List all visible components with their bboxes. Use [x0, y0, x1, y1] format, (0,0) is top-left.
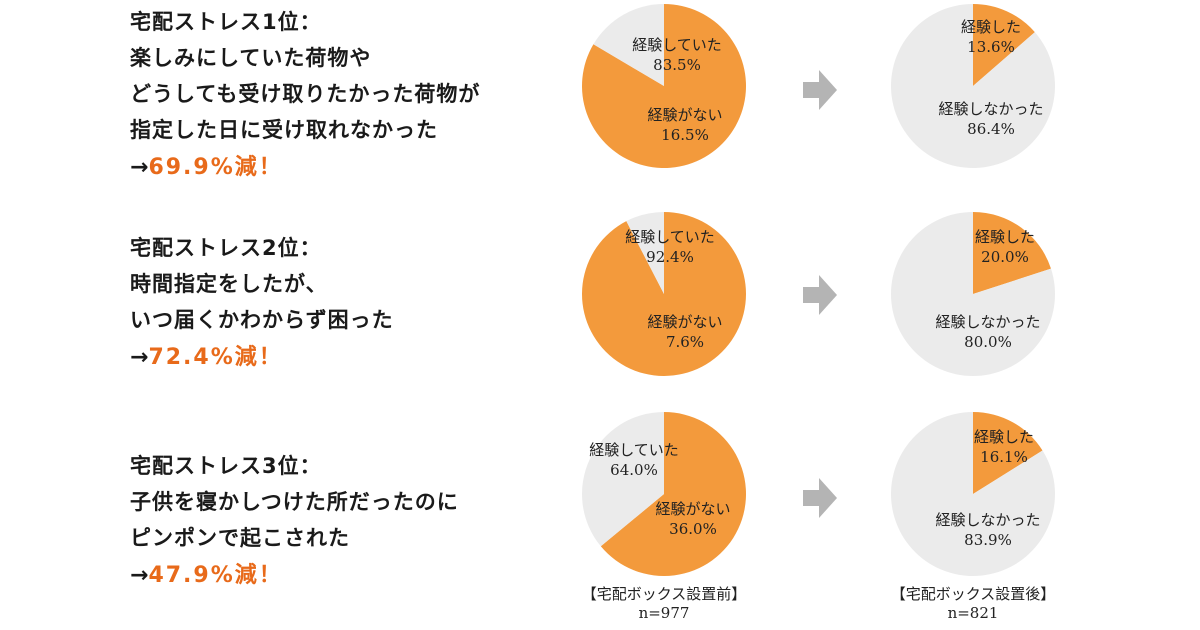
- slice-value-label: 83.5%: [653, 56, 701, 74]
- pie-chart-rank-2-before: 経験していた 92.4% 経験がない 7.6%: [582, 212, 746, 376]
- pie-slice: [973, 212, 1051, 294]
- result-suffix: 減！: [234, 563, 283, 588]
- pie-slice: [973, 4, 1035, 86]
- stress-rank-3-result: →47.9%減！: [130, 556, 550, 596]
- pie-chart-rank-3-after: 経験した 16.1% 経験しなかった 83.9%: [891, 412, 1055, 576]
- slice-label: 経験がない: [647, 313, 722, 331]
- slice-value-label: 83.9%: [964, 531, 1012, 549]
- slice-value-label: 7.6%: [666, 333, 704, 351]
- stress-rank-3-line-1: 子供を寝かしつけた所だったのに: [130, 490, 459, 514]
- stress-rank-1-heading: 宅配ストレス1位：: [130, 10, 322, 34]
- stress-rank-1-line-3: 指定した日に受け取れなかった: [130, 118, 438, 142]
- stress-rank-2-result: →72.4%減！: [130, 338, 550, 378]
- caption-after-installation: 【宅配ボックス設置後】 n=821: [853, 585, 1093, 623]
- arrow-right-icon: [803, 478, 837, 518]
- stress-rank-3-line-2: ピンポンで起こされた: [130, 526, 350, 550]
- stress-rank-2-heading: 宅配ストレス2位：: [130, 236, 322, 260]
- result-arrow: →: [130, 563, 149, 588]
- pie-chart-rank-3-before: 経験していた 64.0% 経験がない 36.0%: [582, 412, 746, 576]
- result-percent: 69.9%: [148, 155, 235, 180]
- pie-slice: [973, 412, 1043, 494]
- stress-rank-1-result: →69.9%減！: [130, 148, 550, 188]
- pie-slice: [891, 412, 1055, 576]
- slice-value-label: 16.5%: [661, 126, 709, 144]
- slice-value-label: 64.0%: [610, 461, 658, 479]
- caption-before-label: 【宅配ボックス設置前】: [581, 585, 747, 603]
- arrow-right-icon: [803, 70, 837, 110]
- result-suffix: 減！: [234, 345, 283, 370]
- slice-value-label: 92.4%: [646, 248, 694, 266]
- slice-label: 経験していた: [632, 36, 722, 54]
- result-arrow: →: [130, 345, 149, 370]
- slice-value-label: 16.1%: [980, 448, 1028, 466]
- pie-chart-rank-2-after: 経験した 20.0% 経験しなかった 80.0%: [891, 212, 1055, 376]
- stress-rank-3-text: 宅配ストレス3位： 子供を寝かしつけた所だったのに ピンポンで起こされた →47…: [130, 448, 550, 596]
- arrow-right-icon: [803, 275, 837, 315]
- slice-value-label: 36.0%: [669, 520, 717, 538]
- slice-label: 経験した: [975, 228, 1035, 246]
- stress-rank-1-line-1: 楽しみにしていた荷物や: [130, 46, 372, 70]
- stress-rank-2-line-2: いつ届くかわからず困った: [130, 308, 394, 332]
- slice-label: 経験した: [974, 428, 1034, 446]
- slice-value-label: 13.6%: [967, 38, 1015, 56]
- slice-value-label: 86.4%: [967, 120, 1015, 138]
- slice-value-label: 20.0%: [981, 248, 1029, 266]
- slice-label: 経験しなかった: [938, 100, 1043, 118]
- stress-rank-2-line-1: 時間指定をしたが、: [130, 272, 328, 296]
- slice-label: 経験しなかった: [935, 511, 1040, 529]
- pie-chart-rank-1-after: 経験した 13.6% 経験しなかった 86.4%: [891, 4, 1055, 168]
- slice-label: 経験しなかった: [935, 313, 1040, 331]
- pie-slice: [593, 4, 664, 86]
- pie-chart-rank-1-before: 経験していた 83.5% 経験がない 16.5%: [582, 4, 746, 168]
- slice-label: 経験がない: [655, 500, 730, 518]
- stress-rank-2-text: 宅配ストレス2位： 時間指定をしたが、 いつ届くかわからず困った →72.4%減…: [130, 230, 550, 378]
- slice-label: 経験していた: [589, 441, 679, 459]
- result-percent: 47.9%: [148, 563, 235, 588]
- slice-label: 経験がない: [647, 106, 722, 124]
- caption-before-sample-size: n=977: [638, 604, 690, 622]
- caption-after-label: 【宅配ボックス設置後】: [890, 585, 1056, 603]
- result-arrow: →: [130, 155, 149, 180]
- pie-slice: [626, 212, 664, 294]
- result-suffix: 減！: [234, 155, 283, 180]
- slice-value-label: 80.0%: [964, 333, 1012, 351]
- slice-label: 経験した: [961, 18, 1021, 36]
- pie-slice: [891, 4, 1055, 168]
- result-percent: 72.4%: [148, 345, 235, 370]
- slice-label: 経験していた: [625, 228, 715, 246]
- stress-rank-1-line-2: どうしても受け取りたかった荷物が: [130, 82, 481, 106]
- pie-slice: [582, 412, 664, 547]
- pie-slice: [891, 212, 1055, 376]
- stress-rank-3-heading: 宅配ストレス3位：: [130, 454, 322, 478]
- stress-rank-1-text: 宅配ストレス1位： 楽しみにしていた荷物や どうしても受け取りたかった荷物が 指…: [130, 4, 550, 188]
- caption-before-installation: 【宅配ボックス設置前】 n=977: [544, 585, 784, 623]
- caption-after-sample-size: n=821: [947, 604, 999, 622]
- pie-slice: [600, 412, 746, 576]
